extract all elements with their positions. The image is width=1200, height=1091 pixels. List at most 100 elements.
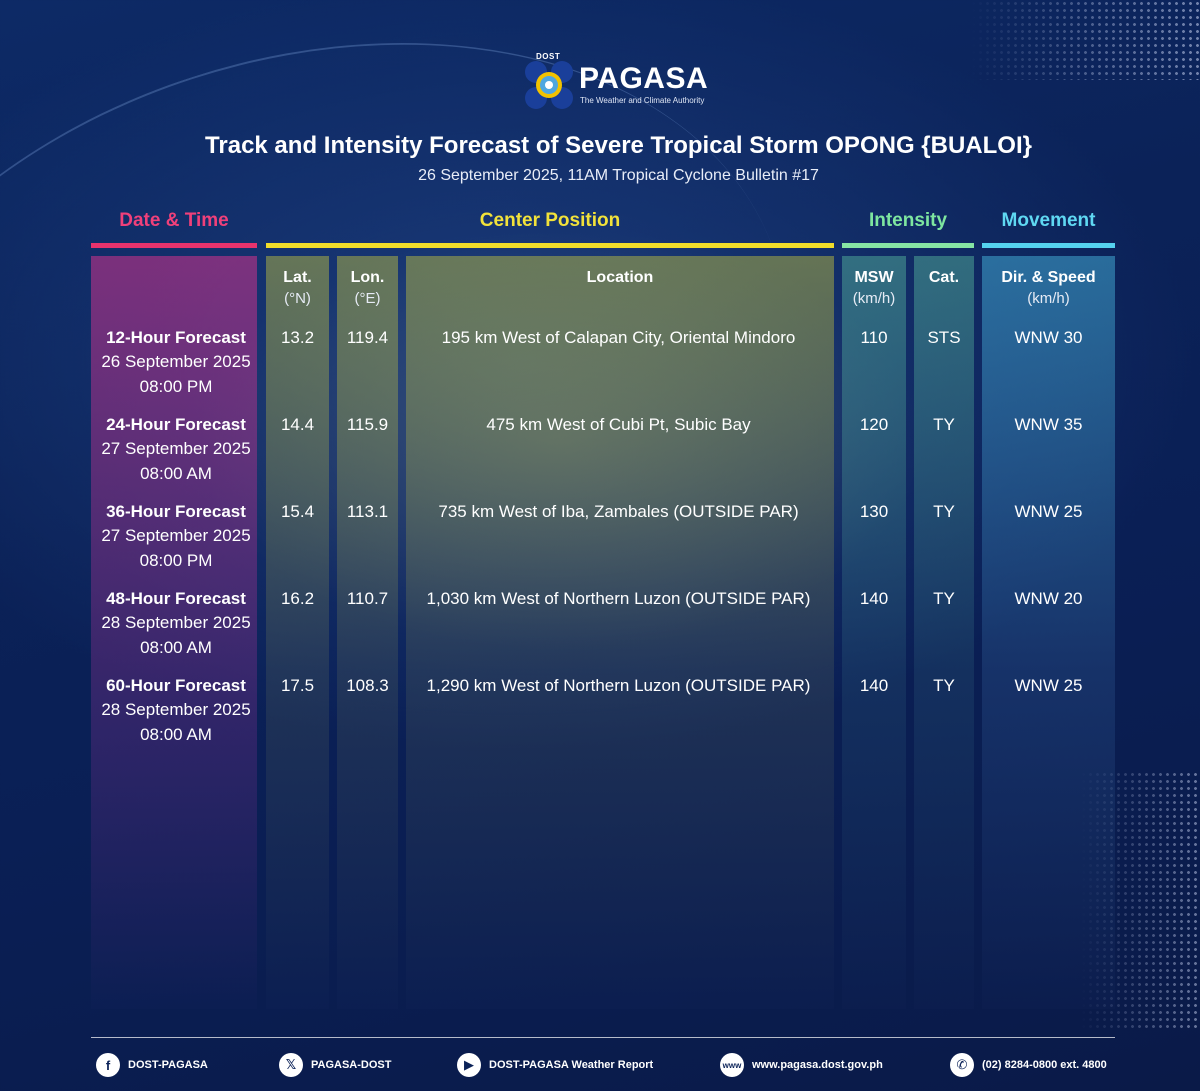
section-date-time-label: Date & Time (119, 210, 229, 231)
row-lon: 110.7 (346, 589, 389, 608)
forecast-row: 48-Hour Forecast 28 September 2025 08:00… (0, 587, 1200, 674)
row-msw: 140 (859, 676, 889, 695)
section-center-position-bar (266, 243, 834, 248)
row-time: 08:00 PM (139, 377, 213, 396)
footer-phone-link[interactable]: ✆ (02) 8284-0800 ext. 4800 (950, 1052, 1107, 1078)
row-location: 475 km West of Cubi Pt, Subic Bay (486, 415, 751, 434)
section-movement: Movement (982, 210, 1115, 248)
section-movement-bar (982, 243, 1115, 248)
row-category: TY (933, 415, 955, 434)
row-date: 26 September 2025 (101, 352, 251, 371)
decorative-dots-top-right (970, 0, 1200, 80)
row-date: 27 September 2025 (101, 439, 251, 458)
row-forecast-label: 36-Hour Forecast (106, 502, 246, 521)
row-time: 08:00 PM (139, 551, 213, 570)
row-lat: 13.2 (280, 328, 315, 347)
column-header-msw: MSW (km/h) (842, 268, 906, 308)
column-panel-movement (982, 256, 1115, 1009)
section-date-time: Date & Time (91, 210, 257, 248)
column-panel-location (406, 256, 834, 1009)
row-forecast-label: 60-Hour Forecast (106, 676, 246, 695)
row-movement: WNW 25 (1014, 676, 1083, 695)
section-intensity-label: Intensity (868, 210, 948, 231)
column-panel-lat (266, 256, 329, 1009)
footer-x-label: PAGASA-DOST (311, 1059, 392, 1071)
row-msw: 120 (859, 415, 889, 434)
column-header-movement-label: Dir. & Speed (1001, 269, 1096, 286)
row-lat: 15.4 (280, 502, 315, 521)
forecast-row: 12-Hour Forecast 26 September 2025 08:00… (0, 326, 1200, 413)
pagasa-emblem-icon (525, 61, 573, 109)
column-panel-cat (914, 256, 974, 1009)
row-lon: 119.4 (346, 328, 389, 347)
row-date: 28 September 2025 (101, 613, 251, 632)
row-category: TY (933, 502, 955, 521)
x-icon: 𝕏 (279, 1053, 303, 1077)
column-header-lon-label: Lon. (350, 269, 385, 286)
column-panel-lon (337, 256, 398, 1009)
logo-dost-label: DOST (536, 52, 561, 61)
section-date-time-bar (91, 243, 257, 248)
youtube-icon: ▶ (457, 1053, 481, 1077)
row-lon: 115.9 (346, 415, 389, 434)
column-header-msw-unit: (km/h) (852, 290, 896, 307)
logo-brand: PAGASA (579, 62, 709, 95)
globe-icon: www (720, 1053, 744, 1077)
row-time: 08:00 AM (140, 464, 212, 483)
row-forecast-label: 12-Hour Forecast (106, 328, 246, 347)
section-intensity-bar (842, 243, 974, 248)
footer-divider (91, 1037, 1115, 1038)
section-movement-label: Movement (1001, 210, 1096, 231)
footer-x-link[interactable]: 𝕏 PAGASA-DOST (279, 1052, 391, 1078)
row-time: 08:00 AM (140, 638, 212, 657)
footer-youtube-link[interactable]: ▶ DOST-PAGASA Weather Report (457, 1052, 653, 1078)
row-datetime: 36-Hour Forecast 27 September 2025 08:00… (91, 500, 261, 573)
section-center-position: Center Position (266, 210, 834, 248)
row-movement: WNW 35 (1014, 415, 1083, 434)
footer-website-label: www.pagasa.dost.gov.ph (752, 1059, 883, 1071)
row-time: 08:00 AM (140, 725, 212, 744)
column-header-cat-label: Cat. (928, 269, 960, 286)
column-header-location: Location (406, 268, 834, 287)
row-category: STS (927, 328, 961, 347)
row-datetime: 60-Hour Forecast 28 September 2025 08:00… (91, 674, 261, 747)
footer-youtube-label: DOST-PAGASA Weather Report (489, 1059, 654, 1071)
row-movement: WNW 20 (1014, 589, 1083, 608)
column-header-location-label: Location (586, 269, 654, 286)
column-header-cat: Cat. (914, 268, 974, 287)
forecast-row: 60-Hour Forecast 28 September 2025 08:00… (0, 674, 1200, 761)
column-panel-msw (842, 256, 906, 1009)
column-header-movement: Dir. & Speed (km/h) (982, 268, 1115, 308)
row-category: TY (933, 676, 955, 695)
column-header-lat: Lat. (°N) (266, 268, 329, 308)
footer-website-link[interactable]: www www.pagasa.dost.gov.ph (720, 1052, 883, 1078)
column-header-lon-unit: (°E) (354, 290, 381, 307)
row-forecast-label: 24-Hour Forecast (106, 415, 246, 434)
row-lat: 16.2 (280, 589, 315, 608)
row-location: 1,290 km West of Northern Luzon (OUTSIDE… (426, 676, 811, 695)
row-category: TY (933, 589, 955, 608)
column-header-lat-label: Lat. (283, 269, 312, 286)
section-intensity: Intensity (842, 210, 974, 248)
facebook-icon: f (96, 1053, 120, 1077)
column-header-msw-label: MSW (854, 269, 894, 286)
forecast-row: 36-Hour Forecast 27 September 2025 08:00… (0, 500, 1200, 587)
row-date: 28 September 2025 (101, 700, 251, 719)
footer-facebook-link[interactable]: f DOST-PAGASA (96, 1052, 208, 1078)
footer-phone-label: (02) 8284-0800 ext. 4800 (982, 1059, 1107, 1071)
row-date: 27 September 2025 (101, 526, 251, 545)
row-movement: WNW 25 (1014, 502, 1083, 521)
footer-facebook-label: DOST-PAGASA (128, 1059, 208, 1071)
row-forecast-label: 48-Hour Forecast (106, 589, 246, 608)
logo-tagline: The Weather and Climate Authority (580, 96, 705, 105)
row-lat: 14.4 (280, 415, 315, 434)
row-location: 195 km West of Calapan City, Oriental Mi… (441, 328, 796, 347)
column-header-lat-unit: (°N) (284, 290, 311, 307)
row-movement: WNW 30 (1014, 328, 1083, 347)
phone-icon: ✆ (950, 1053, 974, 1077)
row-lon: 108.3 (346, 676, 389, 695)
row-datetime: 12-Hour Forecast 26 September 2025 08:00… (91, 326, 261, 399)
page-subtitle: 26 September 2025, 11AM Tropical Cyclone… (418, 167, 819, 184)
page-title: Track and Intensity Forecast of Severe T… (205, 132, 1032, 159)
column-header-movement-unit: (km/h) (1027, 290, 1070, 307)
